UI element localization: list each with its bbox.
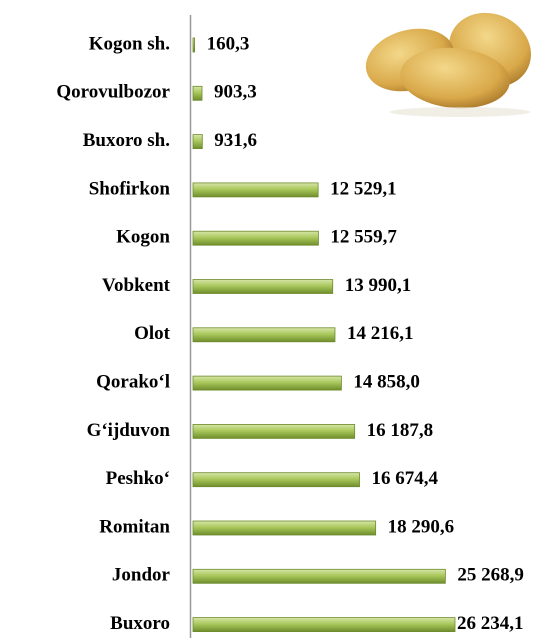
value-label: 931,6 (214, 130, 257, 151)
category-label: Olot (134, 323, 171, 344)
value-label: 14 216,1 (347, 323, 414, 344)
bar (193, 38, 195, 52)
value-label: 160,3 (207, 33, 250, 54)
bar (193, 328, 335, 342)
category-label: Peshko‘ (106, 468, 170, 489)
bar (193, 521, 376, 535)
bar (193, 280, 333, 294)
value-label: 18 290,6 (388, 516, 455, 537)
category-label: Qorako‘l (96, 371, 170, 392)
category-label: Buxoro (110, 613, 170, 634)
category-label: Kogon sh. (89, 33, 170, 54)
bar (193, 473, 360, 487)
category-label: Romitan (99, 516, 170, 537)
bar (193, 135, 202, 149)
chart: Kogon sh. 160,3 Qorovulbozor 903,3 Buxoro sh… (0, 0, 550, 638)
value-label: 903,3 (214, 82, 257, 103)
bar (193, 376, 341, 390)
bar (193, 86, 202, 100)
value-label: 13 990,1 (345, 275, 412, 296)
value-label: 26 234,1 (457, 613, 524, 634)
value-label: 14 858,0 (353, 371, 420, 392)
category-label: Jondor (112, 565, 171, 586)
bar (193, 569, 445, 583)
category-label: Kogon (116, 227, 170, 248)
category-label: Buxoro sh. (83, 130, 170, 151)
potato-image (359, 0, 544, 117)
bar (193, 424, 355, 438)
value-label: 25 268,9 (457, 565, 524, 586)
value-label: 16 187,8 (367, 420, 434, 441)
value-label: 16 674,4 (372, 468, 439, 489)
category-label: G‘ijduvon (87, 420, 171, 441)
category-label: Shofirkon (89, 178, 171, 199)
value-label: 12 529,1 (330, 178, 397, 199)
bar (193, 618, 455, 632)
value-label: 12 559,7 (330, 227, 397, 248)
category-label: Qorovulbozor (56, 82, 170, 103)
category-label: Vobkent (102, 275, 171, 296)
bar (193, 183, 318, 197)
bar (193, 231, 318, 245)
